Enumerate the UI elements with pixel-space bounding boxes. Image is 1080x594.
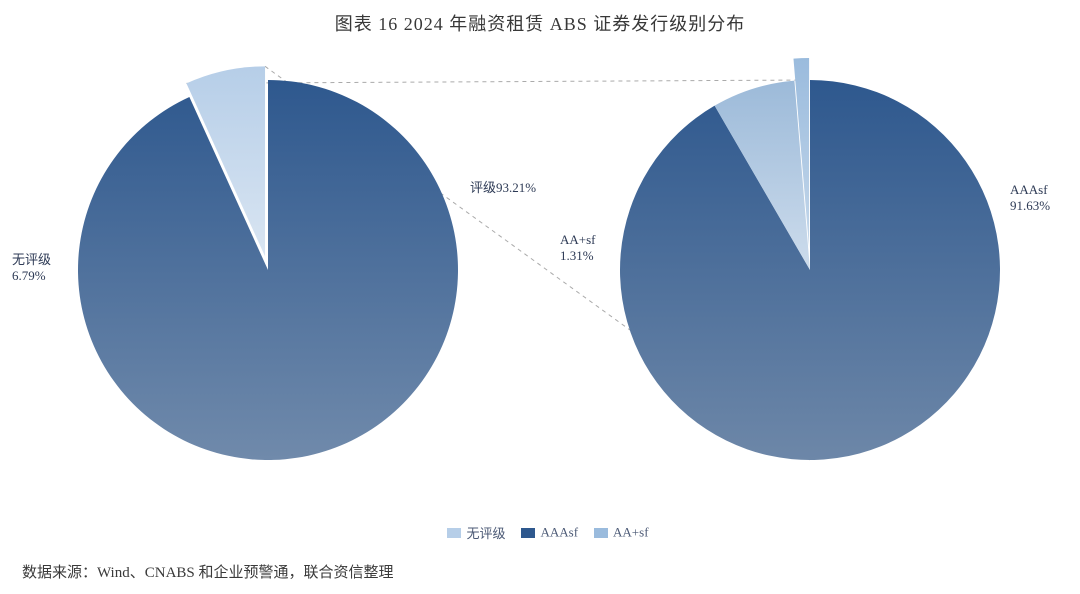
chart-title: 图表 16 2024 年融资租赁 ABS 证券发行级别分布 (0, 10, 1080, 36)
charts-area: 评级93.21% 无评级6.79% AAAsf91.63% AA+sf1.31% (0, 55, 1080, 475)
legend-swatch-2 (594, 528, 608, 538)
left-pie-label-0: 评级93.21% (470, 180, 536, 196)
legend-label-1: AAAsf (540, 525, 578, 540)
legend-swatch-1 (521, 528, 535, 538)
right-pie-label-0: AAAsf91.63% (1010, 182, 1050, 215)
legend-label-0: 无评级 (466, 526, 505, 541)
right-pie-label-1: AA+sf1.31% (560, 232, 596, 265)
left-pie-label-1: 无评级6.79% (12, 252, 51, 285)
legend: 无评级 AAAsf AA+sf (0, 523, 1080, 542)
legend-swatch-0 (447, 528, 461, 538)
right-pie-slice-0 (620, 80, 1000, 460)
chart-svg (0, 55, 1080, 475)
left-pie-slice-0 (78, 80, 458, 460)
source-line: 数据来源：Wind、CNABS 和企业预警通，联合资信整理 (22, 561, 394, 582)
legend-label-2: AA+sf (613, 525, 649, 540)
